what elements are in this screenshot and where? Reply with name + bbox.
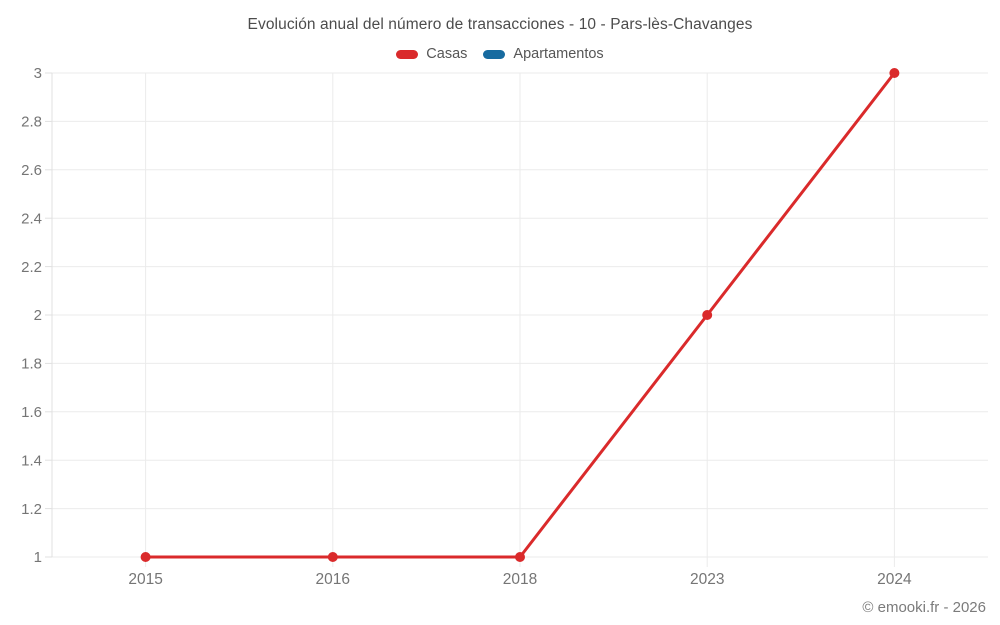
y-tick-label: 2.2 xyxy=(21,259,42,276)
y-tick-label: 2.8 xyxy=(21,114,42,131)
legend-label-apartamentos: Apartamentos xyxy=(513,46,604,62)
y-tick-label: 1 xyxy=(34,549,42,566)
legend-swatch-casas xyxy=(396,49,419,59)
legend-item-apartamentos[interactable]: Apartamentos xyxy=(483,46,604,62)
data-point-casas[interactable] xyxy=(889,68,900,78)
chart-title: Evolución anual del número de transaccio… xyxy=(247,16,753,33)
copyright-text: © emooki.fr - 2026 xyxy=(862,599,986,616)
y-tick-label: 2.6 xyxy=(21,162,42,179)
legend-swatch-apartamentos xyxy=(483,49,506,59)
y-tick-label: 1.2 xyxy=(21,501,42,518)
legend-item-casas[interactable]: Casas xyxy=(396,46,467,62)
y-tick-label: 1.4 xyxy=(21,452,42,469)
x-tick-label: 2016 xyxy=(316,571,350,588)
y-tick-label: 1.8 xyxy=(21,356,42,373)
x-tick-label: 2015 xyxy=(128,571,162,588)
legend: Casas Apartamentos xyxy=(0,46,1000,62)
data-point-casas[interactable] xyxy=(327,552,338,562)
legend-label-casas: Casas xyxy=(426,46,468,62)
data-point-casas[interactable] xyxy=(515,552,525,562)
data-point-casas[interactable] xyxy=(140,552,151,562)
x-tick-label: 2018 xyxy=(503,571,537,588)
data-point-casas[interactable] xyxy=(702,310,713,320)
y-tick-label: 2 xyxy=(34,307,42,324)
y-tick-label: 3 xyxy=(34,65,42,82)
y-tick-label: 1.6 xyxy=(21,404,42,421)
x-tick-label: 2024 xyxy=(877,571,912,588)
y-tick-label: 2.4 xyxy=(21,210,42,227)
x-tick-label: 2023 xyxy=(690,571,724,588)
